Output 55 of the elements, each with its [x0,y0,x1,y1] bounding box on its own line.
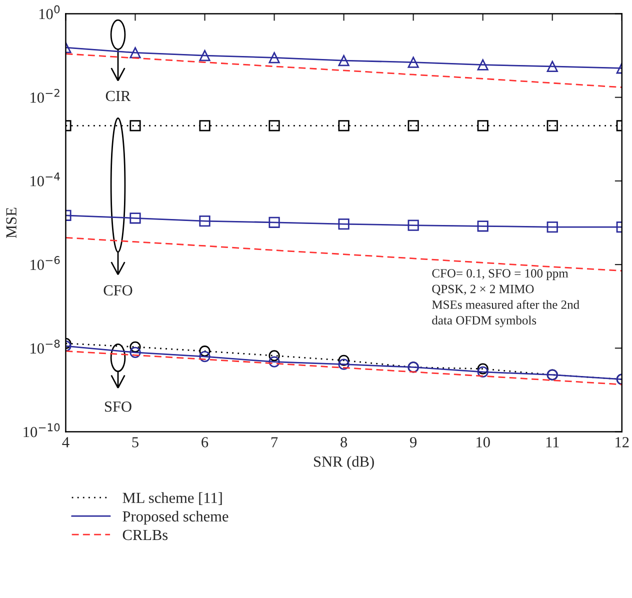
x-tick-label: 6 [202,437,208,448]
x-tick-label: 8 [340,437,348,448]
point [408,56,419,68]
point [408,220,419,231]
y-tick-label: 10$^{−2}$ [30,88,60,103]
legend-label: ML scheme [11] [122,492,222,505]
y-tick-label: 10$^{−8}$ [30,340,60,354]
point [477,220,488,232]
point [130,212,141,224]
point [338,354,350,366]
point [199,215,210,227]
annotation: CFO= 0.1, SFO = 100 ppm QPSK, 2 × 2 MIMO MSEs measured after the 2nd data OFDM symbols [432,269,580,328]
point [268,120,280,132]
point [199,120,210,132]
point [546,60,558,72]
point [268,356,280,368]
point [338,218,350,230]
annotation: CFO [104,285,132,296]
point [338,358,350,370]
point [130,346,141,358]
point [408,120,419,132]
point [130,47,141,58]
point [268,52,280,64]
point [477,366,488,378]
point [268,350,280,362]
point [477,120,488,132]
y-axis-title: MSE [6,208,16,238]
point [477,59,488,70]
x-tick-label: 7 [271,437,278,448]
y-tick-label: 10$^{0}$ [39,5,60,20]
x-tick-label: 9 [410,437,417,448]
point [130,120,141,132]
point [199,50,210,62]
x-tick-label: 5 [132,437,138,448]
point [268,216,280,228]
x-tick-label: 12 [616,437,629,448]
y-tick-label: 10$^{−4}$ [30,172,60,186]
x-axis-title: SNR (dB) [314,456,374,470]
annotation: CIR [106,90,131,102]
point [338,120,350,132]
point [477,363,488,374]
point [546,120,558,132]
x-tick-label: 11 [546,437,559,448]
point [199,346,210,357]
point [199,350,210,362]
y-tick-label: 10$^{−10}$ [24,423,60,438]
x-tick-label: 10 [476,437,490,448]
point [130,341,141,352]
point [338,54,350,66]
legend-label: CRLBs [122,530,168,540]
point [546,221,558,233]
x-tick-label: 4 [62,437,70,448]
legend-label: Proposed scheme [122,510,228,525]
annotation: SFO [105,401,132,412]
y-tick-label: 10$^{−6}$ [30,256,60,270]
